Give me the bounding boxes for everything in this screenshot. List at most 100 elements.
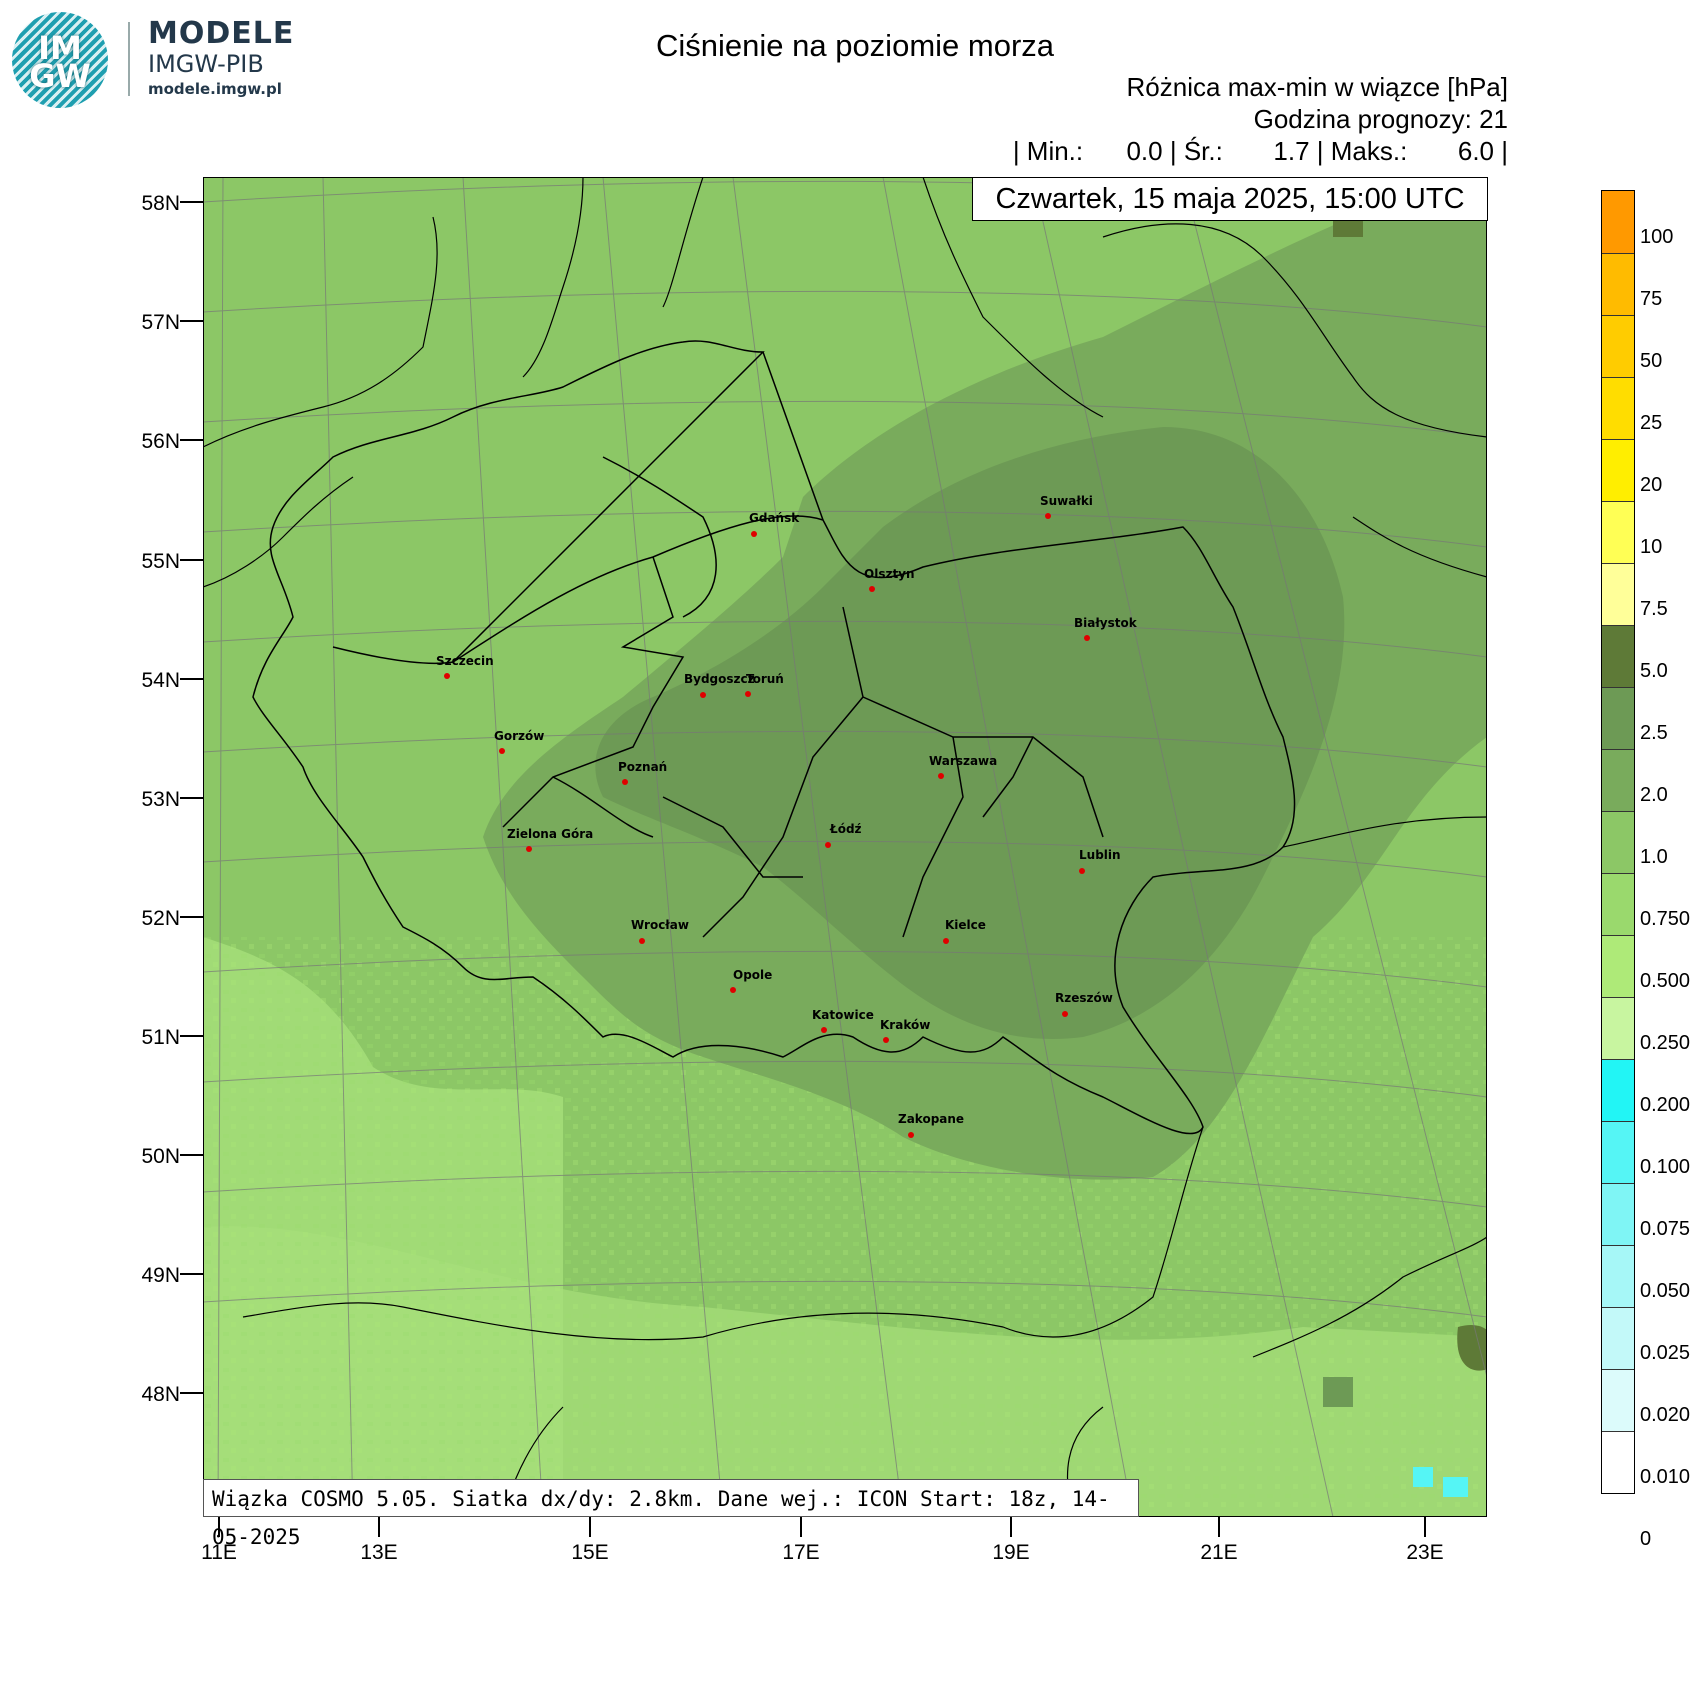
lon-label-15e: 15E <box>571 1541 609 1564</box>
lat-label-56n: 56N <box>141 430 180 453</box>
chart-subtitle-forecast-hour: Godzina prognozy: 21 <box>1253 104 1508 134</box>
colorbar-label: 0.500 <box>1640 970 1691 992</box>
colorbar-label: 25 <box>1640 412 1663 434</box>
latitude-ticks <box>180 201 203 1394</box>
city-label-bydgoszcz: Bydgoszcz <box>684 672 755 686</box>
colorbar-label: 20 <box>1640 474 1663 496</box>
lon-label-17e: 17E <box>782 1541 820 1564</box>
colorbar-segment <box>1602 1307 1634 1369</box>
lat-label-53n: 53N <box>141 788 180 811</box>
city-label-lodz: Łódź <box>829 822 862 836</box>
city-dot-kielce <box>943 938 949 944</box>
city-label-gdansk: Gdańsk <box>749 511 800 525</box>
lat-label-57n: 57N <box>141 311 180 334</box>
colorbar-label: 0.750 <box>1640 908 1691 930</box>
city-label-kielce: Kielce <box>945 918 986 932</box>
colorbar-label: 0.100 <box>1640 1156 1691 1178</box>
lat-label-50n: 50N <box>141 1145 180 1168</box>
colorbar-label: 50 <box>1640 350 1663 372</box>
colorbar-labels: 100 75 50 25 20 10 7.5 5.0 2.5 2.0 1.0 0.750 0.500 0.… <box>1640 190 1700 1550</box>
lat-label-51n: 51N <box>141 1026 180 1049</box>
colorbar-label: 0.025 <box>1640 1342 1691 1364</box>
city-labels: Gdańsk Suwałki Olsztyn Białystok Szczeci… <box>436 494 1138 1126</box>
lon-label-19e: 19E <box>992 1541 1030 1564</box>
graticule <box>203 177 1487 1517</box>
brand-url[interactable]: modele.imgw.pl <box>148 80 282 98</box>
city-dot-krakow <box>883 1037 889 1043</box>
colorbar-segment <box>1602 1121 1634 1183</box>
colorbar-segment <box>1602 439 1634 501</box>
colorbar-segment <box>1602 997 1634 1059</box>
colorbar-segment <box>1602 1183 1634 1245</box>
city-dot-lodz <box>825 842 831 848</box>
colorbar-segment <box>1602 873 1634 935</box>
city-dot-olsztyn <box>869 586 875 592</box>
run-info-box: Wiązka COSMO 5.05. Siatka dx/dy: 2.8km. … <box>203 1479 1139 1549</box>
colorbar-label: 0.075 <box>1640 1218 1691 1240</box>
city-label-zielona-gora: Zielona Góra <box>507 827 593 841</box>
city-dot-suwalki <box>1045 513 1051 519</box>
city-label-suwalki: Suwałki <box>1040 494 1093 508</box>
colorbar-label: 0.200 <box>1640 1094 1691 1116</box>
colorbar-label: 0.250 <box>1640 1032 1691 1054</box>
city-label-warszawa: Warszawa <box>929 754 997 768</box>
colorbar-label: 0.010 <box>1640 1466 1691 1488</box>
city-label-gorzow: Gorzów <box>494 729 544 743</box>
city-dot-bydgoszcz <box>700 692 706 698</box>
city-dot-torun <box>745 691 751 697</box>
valid-date-box: Czwartek, 15 maja 2025, 15:00 UTC <box>972 177 1488 221</box>
colorbar-label: 100 <box>1640 226 1674 248</box>
lon-label-21e: 21E <box>1200 1541 1238 1564</box>
chart-title: Ciśnienie na poziomie morza <box>655 28 1055 63</box>
city-label-rzeszow: Rzeszów <box>1055 991 1113 1005</box>
chart-subtitle-variable: Różnica max-min w wiązce [hPa] <box>1126 72 1508 102</box>
colorbar-segment <box>1602 1059 1634 1121</box>
lat-label-58n: 58N <box>141 192 180 215</box>
colorbar-label: 2.5 <box>1640 722 1668 744</box>
city-dot-katowice <box>821 1027 827 1033</box>
colorbar-segment <box>1602 563 1634 625</box>
coastlines <box>203 177 1487 1517</box>
colorbar-label: 75 <box>1640 288 1663 310</box>
city-label-lublin: Lublin <box>1079 848 1121 862</box>
lat-label-54n: 54N <box>141 669 180 692</box>
city-dot-rzeszow <box>1062 1011 1068 1017</box>
colorbar-label: 0.020 <box>1640 1404 1691 1426</box>
colorbar-segment <box>1602 191 1634 253</box>
colorbar-segment <box>1602 501 1634 563</box>
colorbar-segment <box>1602 811 1634 873</box>
latitude-axis: 58N 57N 56N 55N 54N 53N 52N 51N 50N 49N … <box>120 187 203 1427</box>
lat-label-48n: 48N <box>141 1383 180 1406</box>
city-markers <box>444 513 1090 1138</box>
city-dot-poznan <box>622 779 628 785</box>
colorbar-label: 1.0 <box>1640 846 1668 868</box>
lon-label-11e: 11E <box>201 1541 237 1564</box>
lat-label-52n: 52N <box>141 907 180 930</box>
lat-label-49n: 49N <box>141 1264 180 1287</box>
city-label-wroclaw: Wrocław <box>631 918 689 932</box>
brand-subtitle: IMGW-PIB <box>148 50 264 78</box>
colorbar-segment <box>1602 687 1634 749</box>
colorbar-segment <box>1602 749 1634 811</box>
colorbar-segment <box>1602 315 1634 377</box>
city-dot-zielona-gora <box>526 846 532 852</box>
city-dot-warszawa <box>938 773 944 779</box>
city-dot-lublin <box>1079 868 1085 874</box>
city-label-bialystok: Białystok <box>1074 616 1138 630</box>
city-dot-zakopane <box>908 1132 914 1138</box>
colorbar-segment <box>1602 935 1634 997</box>
stats-line: | Min.: 0.0 | Śr.: 1.7 | Maks.: 6.0 | <box>1012 136 1508 166</box>
colorbar-label: 7.5 <box>1640 598 1668 620</box>
pressure-spread-map: Gdańsk Suwałki Olsztyn Białystok Szczeci… <box>203 177 1487 1517</box>
longitude-ticks <box>218 1517 1426 1537</box>
colorbar-segment <box>1602 253 1634 315</box>
city-label-olsztyn: Olsztyn <box>864 567 915 581</box>
colorbar-label: 5.0 <box>1640 660 1668 682</box>
city-dot-opole <box>730 987 736 993</box>
city-label-krakow: Kraków <box>880 1018 930 1032</box>
colorbar-label: 10 <box>1640 536 1663 558</box>
colorbar-segment <box>1602 1369 1634 1431</box>
logo-divider <box>128 22 130 96</box>
lat-label-55n: 55N <box>141 550 180 573</box>
lon-label-23e: 23E <box>1406 1541 1444 1564</box>
